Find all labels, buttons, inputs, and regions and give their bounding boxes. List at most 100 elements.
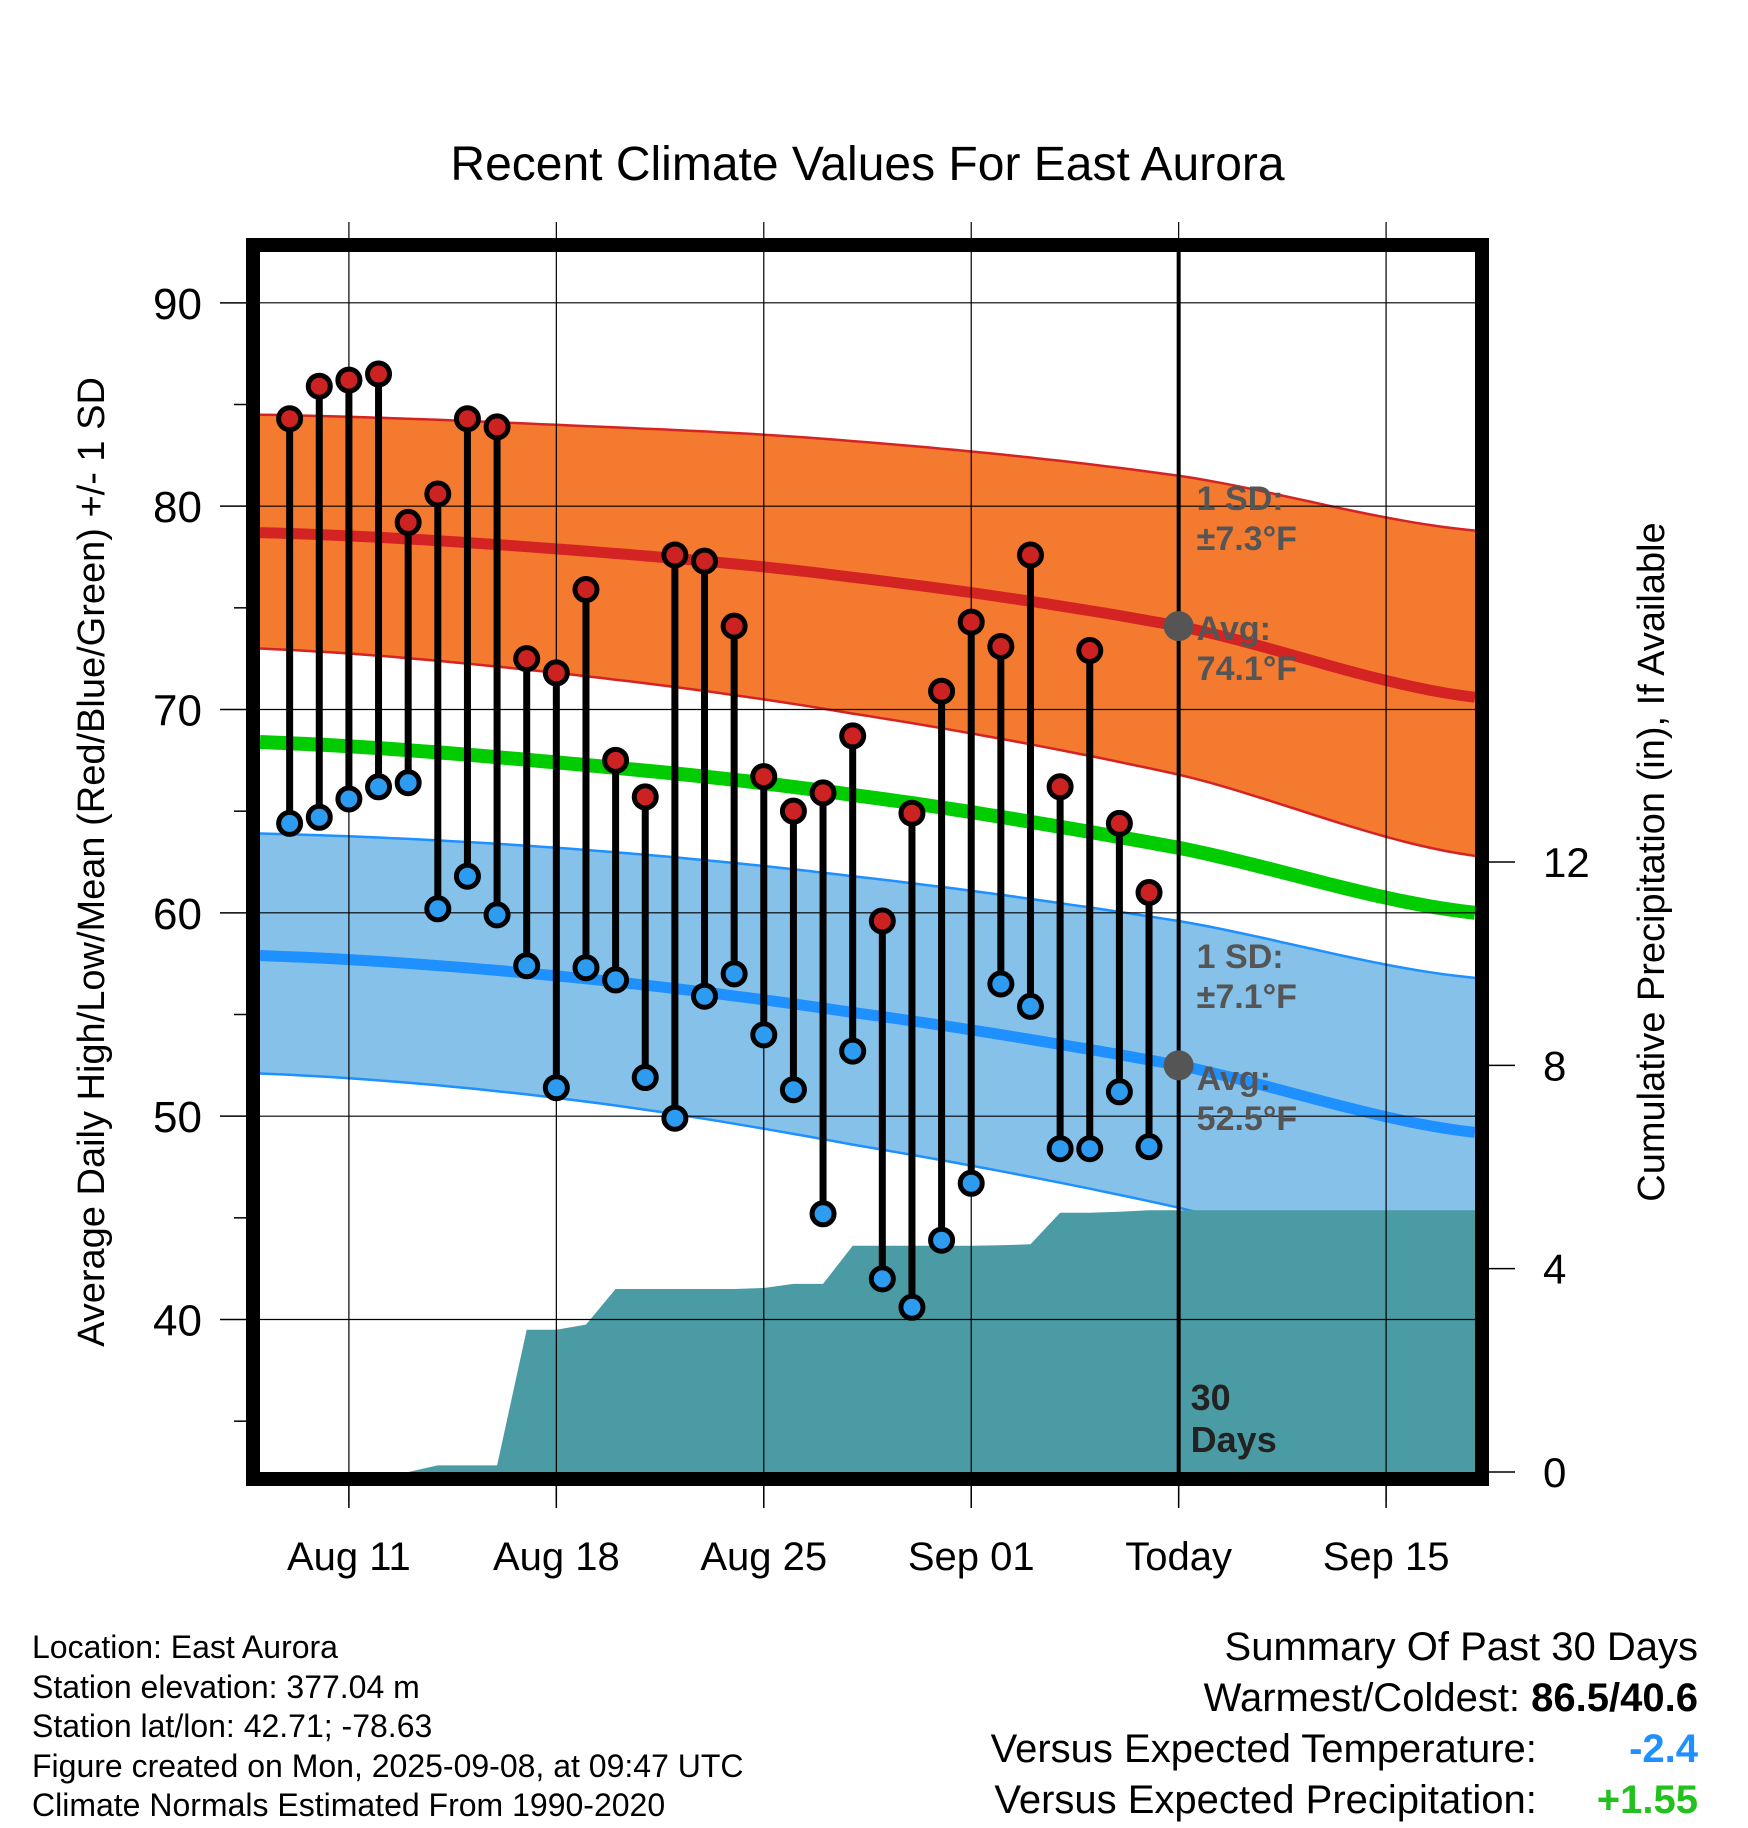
precip-label: Versus Expected Precipitation:	[994, 1778, 1537, 1822]
x-tick-label: Aug 25	[700, 1535, 827, 1579]
high-point	[750, 763, 778, 791]
high-point	[424, 480, 452, 508]
low-point	[542, 1074, 570, 1102]
y-tick-label: 70	[153, 687, 202, 736]
low-point	[750, 1021, 778, 1049]
y-tick-label: 80	[153, 483, 202, 532]
low-point	[365, 773, 393, 801]
low-point	[661, 1104, 689, 1132]
low-point	[839, 1037, 867, 1065]
high-band-lower-edge	[260, 647, 1475, 858]
chart-title: Recent Climate Values For East Aurora	[450, 138, 1284, 191]
high-point	[928, 677, 956, 705]
high-point	[898, 799, 926, 827]
high-point	[1105, 809, 1133, 837]
low-point	[513, 952, 541, 980]
high-point	[483, 413, 511, 441]
low-avg-label: Avg:	[1197, 1060, 1271, 1098]
right-tick-label: 0	[1543, 1449, 1566, 1496]
warmest-label: Warmest/Coldest:	[1203, 1676, 1521, 1720]
normals-text: Climate Normals Estimated From 1990-2020	[32, 1787, 666, 1823]
y-axis-left: 40 50 60 70 80 90	[153, 280, 246, 1422]
y-tick-label: 60	[153, 890, 202, 939]
low-avg-line	[260, 950, 1475, 1138]
high-point	[839, 722, 867, 750]
summary-panel: Summary Of Past 30 Days Warmest/Coldest:…	[798, 1622, 1698, 1826]
low-point	[1135, 1133, 1163, 1161]
low-point	[720, 960, 748, 988]
mean-avg-line	[260, 735, 1475, 920]
plot-frame	[246, 238, 1489, 1486]
high-point	[602, 746, 630, 774]
today-low-avg-marker	[1163, 1050, 1194, 1081]
low-point	[928, 1226, 956, 1254]
grid-lines	[260, 222, 1475, 1502]
high-point	[513, 645, 541, 673]
low-point	[631, 1064, 659, 1092]
low-point	[1016, 992, 1044, 1020]
y-tick-label: 90	[153, 280, 202, 329]
high-point	[572, 576, 600, 604]
high-point	[779, 797, 807, 825]
x-axis: Aug 11 Aug 18 Aug 25 Sep 01 Today Sep 15	[287, 1486, 1449, 1579]
high-point	[1016, 541, 1044, 569]
low-point	[602, 966, 630, 994]
high-point	[691, 547, 719, 575]
summary-temp-row: Versus Expected Temperature: -2.4	[798, 1724, 1698, 1775]
low-point	[898, 1293, 926, 1321]
y-axis-right-title: Cumulative Precipitation (in), If Availa…	[1631, 522, 1673, 1201]
x-tick-label: Sep 01	[908, 1535, 1035, 1579]
low-point	[483, 901, 511, 929]
high-point	[335, 366, 363, 394]
high-point	[394, 508, 422, 536]
high-point	[809, 779, 837, 807]
low-point	[394, 769, 422, 797]
high-sd-label: 1 SD:	[1197, 480, 1284, 518]
high-sd-band	[260, 414, 1475, 856]
daily-sticks	[276, 360, 1163, 1321]
station-info: Location: East Aurora Station elevation:…	[32, 1628, 744, 1826]
high-point	[661, 541, 689, 569]
low-point	[1105, 1078, 1133, 1106]
high-point	[631, 783, 659, 811]
high-avg-line	[260, 527, 1475, 703]
elevation-text: Station elevation: 377.04 m	[32, 1668, 420, 1705]
low-point	[305, 803, 333, 831]
low-point	[1076, 1135, 1104, 1163]
low-sd-band	[260, 833, 1475, 1289]
right-tick-label: 8	[1543, 1042, 1566, 1089]
high-point	[365, 360, 393, 388]
temp-label: Versus Expected Temperature:	[990, 1727, 1537, 1771]
high-avg-label: Avg:	[1197, 610, 1271, 648]
high-point	[868, 907, 896, 935]
latlon-text: Station lat/lon: 42.71; -78.63	[32, 1708, 433, 1744]
low-point	[1046, 1135, 1074, 1163]
right-tick-label: 12	[1543, 839, 1590, 886]
high-point	[720, 612, 748, 640]
high-point	[1076, 637, 1104, 665]
high-point	[276, 405, 304, 433]
x-tick-label: Aug 18	[493, 1535, 620, 1579]
today-high-avg-marker	[1163, 611, 1194, 642]
high-point	[957, 608, 985, 636]
x-tick-label: Sep 15	[1323, 1535, 1450, 1579]
low-point	[572, 954, 600, 982]
summary-precip-row: Versus Expected Precipitation: +1.55	[798, 1775, 1698, 1826]
low-point	[809, 1200, 837, 1228]
today-days-label: Days	[1191, 1419, 1277, 1460]
high-point	[453, 405, 481, 433]
low-point	[957, 1169, 985, 1197]
summary-warmest-row: Warmest/Coldest: 86.5/40.6	[798, 1673, 1698, 1724]
low-point	[453, 862, 481, 890]
high-point	[1135, 879, 1163, 906]
low-point	[335, 785, 363, 813]
low-point	[276, 809, 304, 837]
y-axis-right: 0 4 8 12	[1489, 839, 1590, 1496]
created-text: Figure created on Mon, 2025-09-08, at 09…	[32, 1747, 744, 1784]
y-tick-label: 40	[153, 1297, 202, 1346]
plot-area	[260, 413, 1475, 1472]
low-sd-value: ±7.1°F	[1197, 978, 1297, 1016]
low-point	[779, 1076, 807, 1104]
low-point	[424, 895, 452, 923]
